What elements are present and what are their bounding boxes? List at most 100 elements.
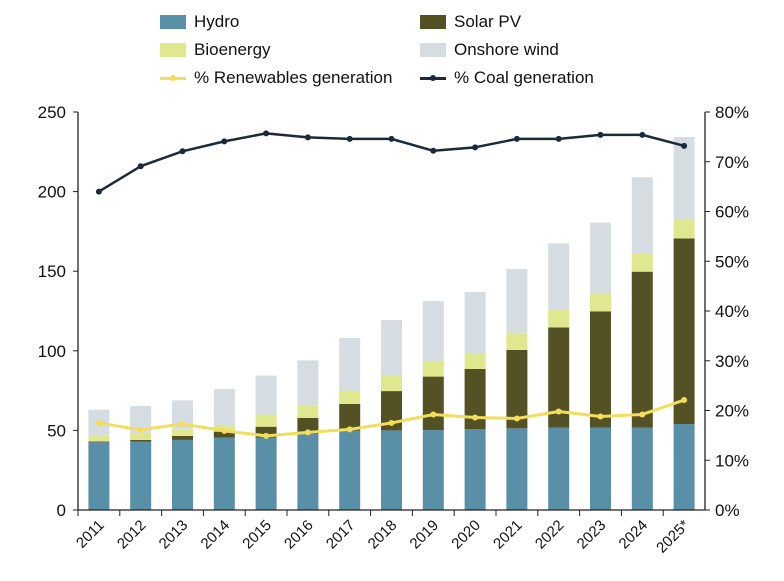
line-point: [472, 144, 479, 151]
line-point: [681, 142, 688, 149]
x-tick-label: 2020: [448, 517, 484, 553]
x-tick-label: 2025*: [653, 517, 693, 557]
legend-item-hydro: Hydro: [160, 12, 239, 32]
bar-hydro: [590, 427, 611, 510]
bar-onshore-wind: [130, 406, 152, 434]
bar-hydro: [464, 429, 486, 510]
left-tick-label: 50: [47, 421, 66, 440]
legend-item-coal: % Coal generation: [420, 68, 594, 88]
line-point: [388, 419, 395, 426]
right-tick-label: 20%: [715, 402, 749, 421]
x-tick-label: 2019: [407, 517, 443, 553]
line-point: [639, 131, 646, 138]
x-tick-label: 2023: [574, 517, 610, 553]
bar-hydro: [548, 427, 570, 510]
bar-onshore-wind: [506, 268, 528, 333]
line-point: [346, 135, 353, 142]
x-tick-label: 2012: [114, 517, 150, 553]
legend-item-bioenergy: Bioenergy: [160, 40, 271, 60]
legend-label: % Coal generation: [454, 68, 594, 87]
right-tick-label: 70%: [715, 153, 749, 172]
bar-solar-pv: [297, 417, 319, 435]
bar-solar-pv: [130, 439, 152, 442]
left-tick-label: 200: [38, 183, 66, 202]
legend-swatch: [420, 43, 446, 57]
bar-onshore-wind: [590, 222, 611, 294]
x-tick-label: 2021: [490, 517, 526, 553]
line-point: [555, 135, 562, 142]
line-point: [430, 147, 437, 154]
x-tick-label: 2024: [616, 517, 652, 553]
bar-solar-pv: [590, 311, 611, 428]
line-point: [472, 414, 479, 421]
line-point: [597, 131, 604, 138]
bar-solar-pv: [213, 431, 235, 438]
line-point: [304, 429, 311, 436]
legend-item-wind: Onshore wind: [420, 40, 559, 60]
bar-bioenergy: [255, 414, 277, 427]
line-point: [221, 138, 228, 145]
bar-onshore-wind: [381, 320, 402, 376]
line-point: [513, 415, 520, 422]
bar-onshore-wind: [673, 136, 695, 220]
line-point: [95, 419, 102, 426]
x-tick-label: 2011: [73, 517, 108, 552]
bar-bioenergy: [506, 332, 528, 351]
left-tick-label: 250: [38, 103, 66, 122]
bar-hydro: [381, 430, 402, 510]
bar-solar-pv: [673, 238, 695, 425]
line-point: [137, 163, 144, 170]
legend-label: Solar PV: [454, 12, 522, 31]
bar-onshore-wind: [631, 177, 653, 254]
left-tick-label: 150: [38, 262, 66, 281]
line-point: [597, 413, 604, 420]
line-point: [681, 397, 688, 404]
bar-bioenergy: [172, 429, 193, 436]
bar-onshore-wind: [548, 243, 570, 311]
bar-solar-pv: [255, 426, 277, 438]
legend-item-solar: Solar PV: [420, 12, 521, 32]
right-tick-label: 30%: [715, 352, 749, 371]
left-tick-label: 100: [38, 342, 66, 361]
legend-label: % Renewables generation: [194, 68, 393, 87]
line-point: [179, 420, 186, 427]
bar-bioenergy: [422, 360, 444, 377]
line-point: [513, 135, 520, 142]
x-tick-label: 2017: [323, 517, 359, 553]
legend-label: Onshore wind: [454, 40, 559, 59]
x-tick-label: 2022: [532, 517, 568, 553]
line-point: [388, 135, 395, 142]
x-tick-label: 2013: [156, 517, 192, 553]
bar-hydro: [339, 430, 361, 510]
bar-hydro: [297, 434, 319, 510]
x-tick-label: 2014: [198, 517, 234, 553]
bar-hydro: [172, 439, 193, 510]
x-tick-label: 2015: [239, 517, 275, 553]
bar-bioenergy: [88, 435, 110, 442]
bar-hydro: [673, 424, 695, 510]
bar-bioenergy: [339, 390, 361, 404]
bar-onshore-wind: [339, 338, 361, 391]
bar-hydro: [130, 441, 152, 510]
bar-bioenergy: [548, 310, 570, 328]
bar-onshore-wind: [255, 375, 277, 415]
line--coal-generation: [98, 132, 685, 193]
bar-solar-pv: [339, 403, 361, 431]
line-point: [221, 427, 228, 434]
legend-item-renewables: % Renewables generation: [160, 68, 392, 88]
line-point: [179, 148, 186, 155]
bar-bioenergy: [590, 293, 611, 312]
bar-hydro: [255, 437, 277, 510]
x-tick-label: 2016: [281, 517, 317, 553]
right-tick-label: 80%: [715, 103, 749, 122]
bar-onshore-wind: [422, 300, 444, 361]
line-point: [555, 408, 562, 415]
line-point: [639, 411, 646, 418]
legend-label: Hydro: [194, 12, 240, 31]
legend-swatch: [160, 15, 186, 29]
bar-solar-pv: [88, 441, 110, 443]
right-tick-label: 40%: [715, 302, 749, 321]
right-tick-label: 10%: [715, 451, 749, 470]
line-point: [263, 130, 270, 137]
